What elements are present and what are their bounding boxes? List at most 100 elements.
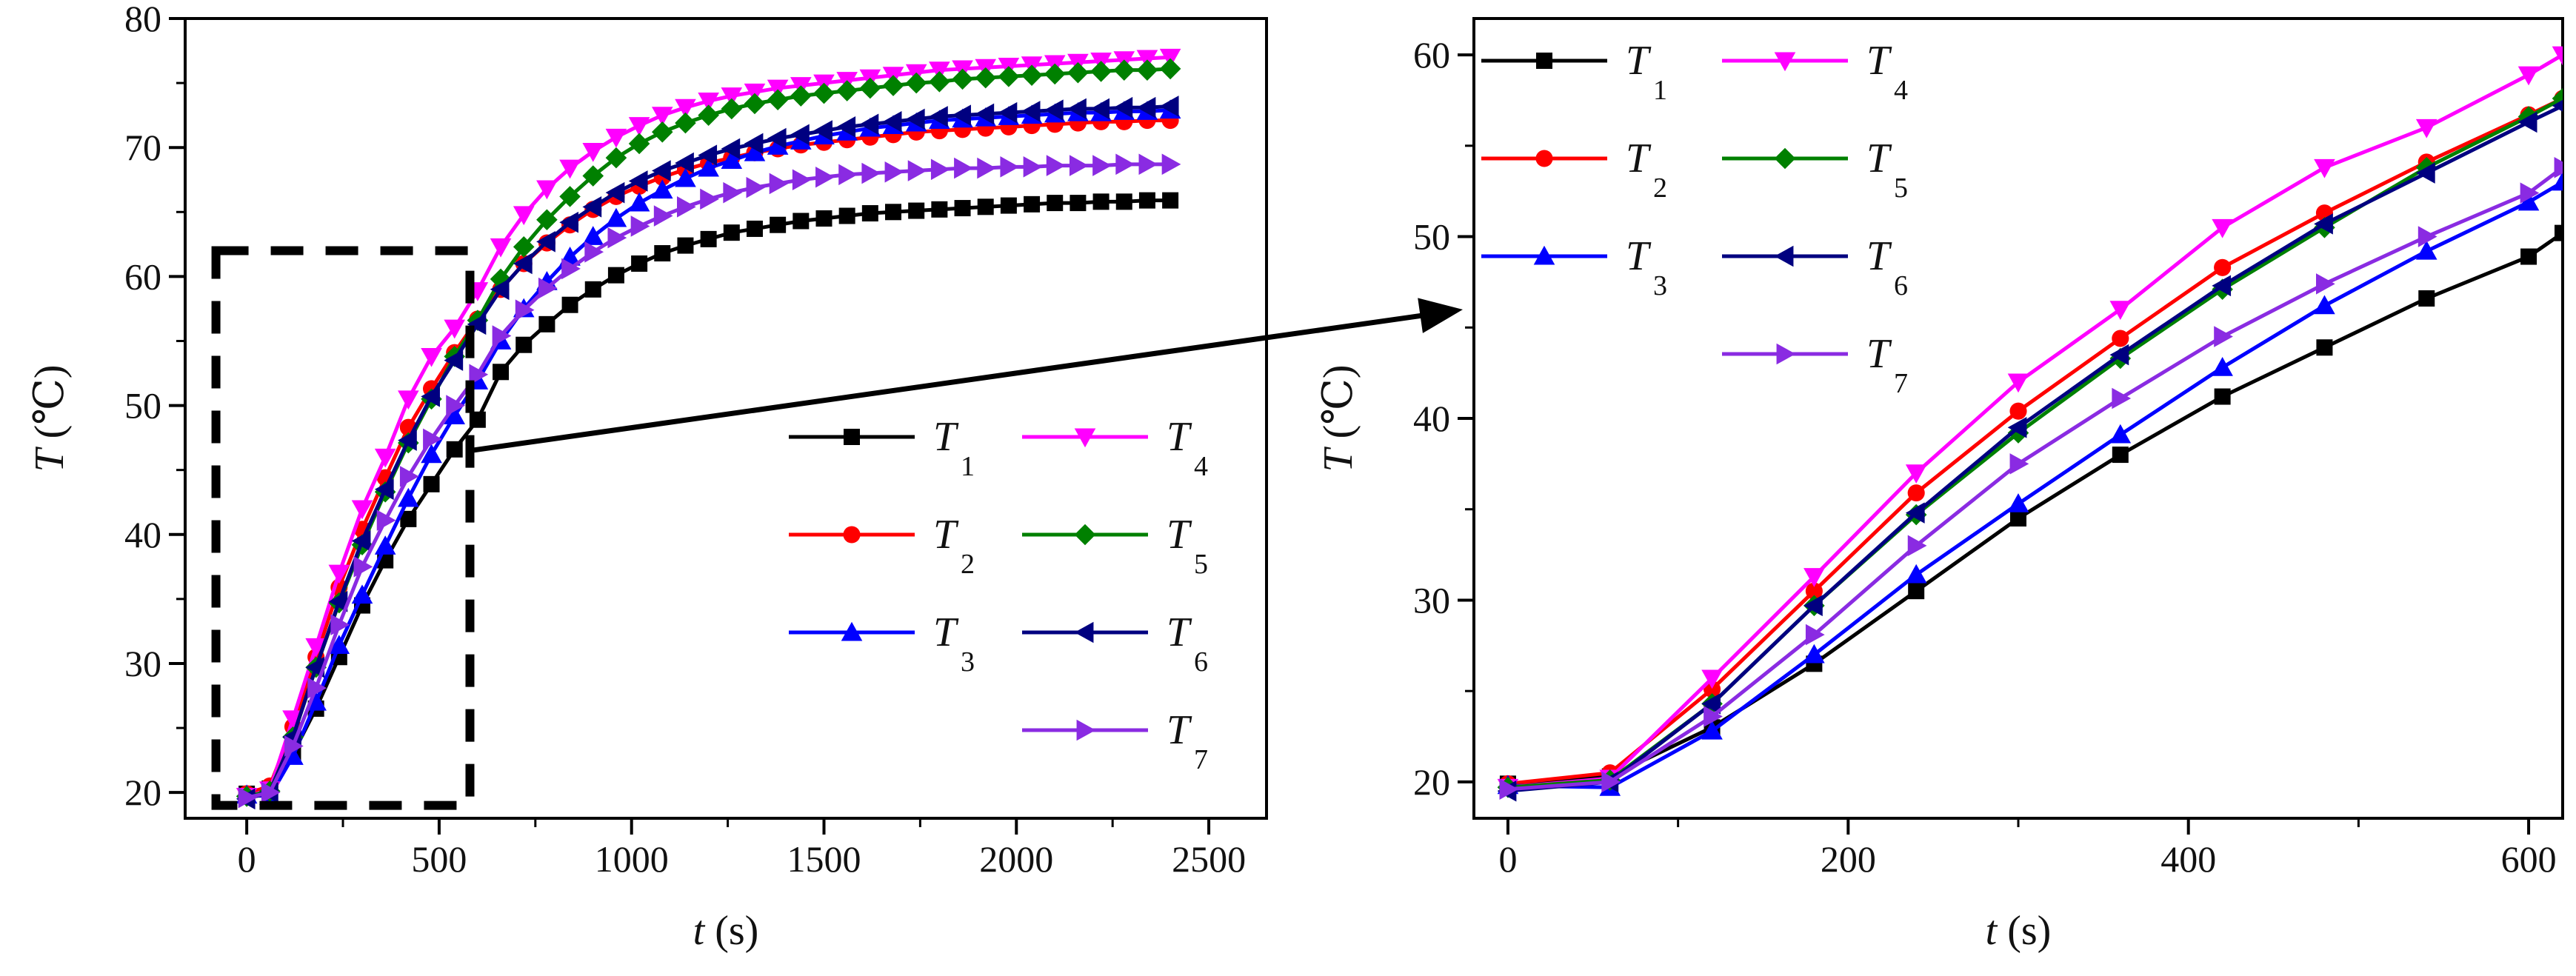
left-point-T5: T5 (2400, 76.1) [1159,58,1181,80]
left-point-T7: T7 (2280, 68.7) [1115,153,1135,176]
left-legend-item-T2: T2 [789,512,975,580]
left-series-T2: T2 (0, 19.9)T2 (60, 20.5)T2 (120, 25.1)T… [238,112,1179,803]
left-point-T4: T4 (1200, 73.6) [698,93,719,112]
left-point-T1: T1 (1560, 64.7) [838,207,855,224]
left-x-tick-label: 2000 [979,838,1053,880]
right-legend-marker-T1 [1536,53,1552,69]
right-point-T7: T7 (180, 28.1) [1805,624,1825,646]
right-series-line-T4 [1507,53,2563,789]
left-point-T7: T7 (360, 41.1) [376,509,396,531]
right-point-T3: T3 (420, 42.8) [2212,356,2233,376]
left-point-T7: T7 (60, 20) [261,781,281,803]
left-point-T6: T6 (1920, 72.6) [975,103,995,125]
left-point-T7: T7 (1260, 66.5) [723,181,743,204]
right-legend-label-T7: T [1866,331,1892,377]
right-point-T4: T4 (360, 46) [2109,301,2132,321]
left-point-T6: T6 (1620, 71.8) [859,113,879,136]
left-point-T6: T6 (420, 47.3) [398,429,417,451]
right-x-tick-label: 400 [2160,838,2216,880]
left-point-T5: T5 (1920, 75.4) [975,67,997,89]
left-point-T1: T1 (1140, 62.4) [677,237,694,254]
left-point-T7: T7 (480, 47.4) [423,428,442,450]
left-legend-sub-T2: 2 [961,549,975,580]
right-series-line-T3 [1507,180,2563,789]
left-legend-item-T6: T6 [1022,609,1208,678]
left-point-T5: T5 (1560, 74.4) [836,80,858,101]
left-point-T5: T5 (1260, 73) [721,98,743,120]
left-point-T7: T7 (1800, 68.3) [930,158,950,181]
left-x-tick-label: 2500 [1172,838,1246,880]
left-point-T5: T5 (1620, 74.6) [859,77,881,99]
right-series-T7: T7 (0, 19.6) T7 (60, 20) T7 (120, 23.6) T7 … [1499,156,2563,800]
right-point-T6: T6 (240, 34.8) [1905,502,1925,524]
left-point-T1: T1 (2100, 65.7) [1047,195,1064,212]
right-point-T6: T6 (120, 24.3) [1701,693,1721,715]
zoom-connector-arrow [469,311,1434,454]
left-point-T7: T7 (240, 33) [330,614,350,636]
right-legend-marker-T6 [1774,245,1794,267]
left-point-T1: T1 (2040, 65.6) [1024,195,1041,213]
right-series-T6: T6 (0, 19.5)T6 (60, 20)T6 (120, 24.3)T6 … [1497,99,2563,802]
right-point-T2: T2 (180, 30.5) [1805,582,1823,600]
left-point-T7: T7 (840, 60.6) [561,258,581,280]
left-point-T6: T6 (1500, 71.3) [813,120,832,141]
left-point-T6: T6 (1080, 68.2) [651,160,671,181]
right-y-tick-label: 30 [1413,579,1450,621]
left-point-T4: T4 (240, 37) [328,564,350,584]
left-point-T1: T1 (2340, 65.9) [1138,192,1155,209]
left-point-T6: T6 (840, 64.2) [559,211,579,233]
left-point-T7: T7 (780, 59.1) [538,277,558,299]
right-point-T7: T7 (480, 47.4) [2315,273,2335,295]
left-point-T5: T5 (1320, 73.4) [744,93,766,115]
right-legend-sub-T3: 3 [1653,270,1667,301]
right-x-tick-label: 200 [1821,838,1876,880]
right-series-line-T2 [1507,96,2563,786]
left-point-T6: T6 (1140, 68.8) [675,152,694,174]
left-series-T1: T1 (0, 19.9)T1 (60, 20.3)T1 (120, 23)T1 … [238,192,1179,802]
right-x-tick-label: 0 [1498,838,1517,880]
left-point-T1: T1 (1260, 63.4) [723,224,740,241]
left-point-T5: T5 (2040, 75.6) [1021,64,1043,86]
left-point-T6: T6 (2220, 73) [1090,98,1110,120]
left-point-T7: T7 (1380, 67.2) [769,173,789,195]
left-point-T6: T6 (720, 61) [513,253,533,275]
right-point-T3: T3 (600, 51.9) [2517,191,2540,211]
right-legend-sub-T6: 6 [1894,270,1908,301]
right-legend-marker-T3 [1533,245,1555,265]
left-point-T1: T1 (720, 54.7) [515,336,533,353]
left-point-T1: T1 (2220, 65.8) [1092,193,1110,210]
left-point-T3: T3 (1140, 67.6) [675,167,696,187]
right-legend-sub-T4: 4 [1894,75,1908,106]
right-series-line-T1 [1507,231,2563,786]
left-point-T4: T4 (1080, 72.5) [651,107,673,126]
left-y-tick-label: 50 [124,385,161,427]
left-point-T7: T7 (0, 19.6) [238,786,258,809]
right-legend-marker-T2 [1535,150,1553,167]
left-point-T7: T7 (180, 28.1) [307,677,327,699]
zoom-connector-arrowhead [1418,298,1463,333]
right-y-axis-label: T (℃) [1315,364,1361,472]
left-point-T7: T7 (420, 44.5) [399,466,419,487]
right-point-T4: T4 (300, 42) [2007,373,2029,393]
left-point-T3: T3 (1260, 69) [721,150,743,170]
left-point-T4: T4 (180, 31.3) [305,638,327,658]
right-point-T4: T4 (600, 58.9) [2517,66,2540,86]
right-point-T1: T1 (300, 34.5) [2010,510,2026,527]
left-legend-label-T2: T [933,512,959,558]
left-series-T7: T7 (0, 19.6)T7 (60, 20) T7 (120, 23.6) T7 … [238,153,1181,809]
left-point-T5: T5 (1380, 73.7) [767,89,789,111]
left-point-T4: T4 (1020, 71.7) [628,117,650,136]
left-point-T1: T1 (540, 46.6) [446,441,463,458]
left-legend-item-T3: T3 [789,609,975,678]
left-point-T7: T7 (960, 63) [607,227,627,249]
right-series-T3: T3 (0, 19.8)T3 (60, 19.7)T3 (120, 22.8)T… [1497,171,2563,796]
left-y-tick-label: 40 [124,514,161,555]
left-point-T7: T7 (2400, 68.7) [1161,153,1181,176]
left-point-T5: T5 (1980, 75.5) [998,66,1020,87]
left-point-T1: T1 (2160, 65.7) [1070,195,1087,212]
left-legend-sub-T5: 5 [1194,549,1208,580]
left-point-T1: T1 (1500, 64.5) [815,210,832,227]
right-y-tick-label: 40 [1413,398,1450,439]
left-y-tick-label: 60 [124,255,161,297]
